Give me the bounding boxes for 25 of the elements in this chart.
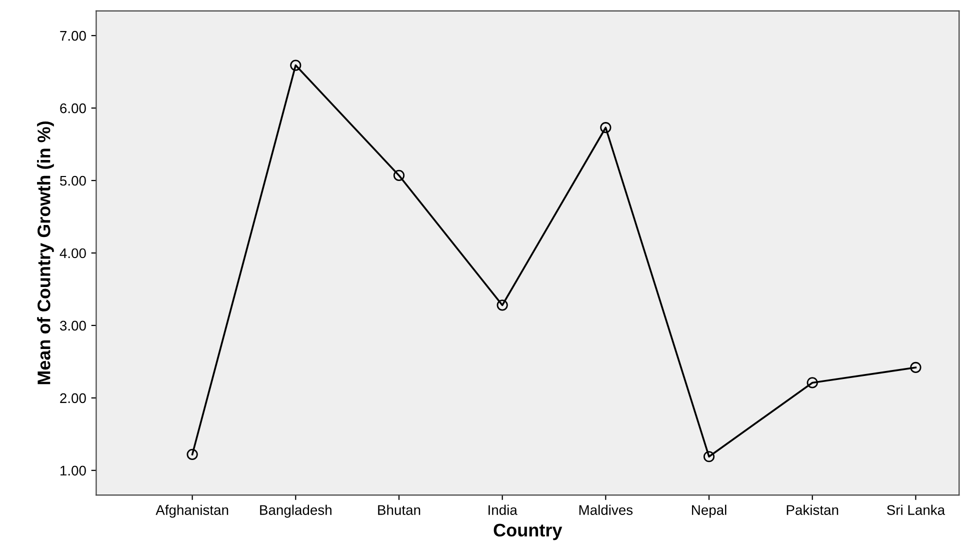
point [703, 451, 715, 462]
x-tick-label: Pakistan [786, 504, 838, 515]
point [910, 362, 922, 374]
y-axis-title: Mean of Country Growth (in %) [37, 121, 54, 384]
y-tick-label: 5.00 [60, 176, 86, 186]
y-tick-label: 4.00 [60, 248, 86, 258]
point [600, 122, 612, 134]
x-tick-label: Afghanistan [156, 504, 228, 518]
y-tick-label: 2.00 [60, 393, 86, 404]
x-tick-label: Nepal [692, 504, 726, 518]
y-tick-label: 6.00 [60, 103, 86, 114]
y-tick-label: 3.00 [60, 320, 86, 331]
point [393, 170, 405, 181]
y-tick-label: 7.00 [60, 30, 86, 41]
x-tick-label: Bhutan [378, 504, 420, 515]
x-tick-label: Maldives [579, 504, 633, 515]
x-tick-label: Sri Lanka [887, 504, 946, 515]
x-tick-label: India [488, 504, 518, 515]
point [806, 377, 818, 388]
point [496, 300, 508, 311]
x-axis-title: Country [494, 524, 562, 540]
y-tick-label: 1.00 [60, 466, 86, 476]
point [186, 448, 198, 460]
point [290, 60, 302, 71]
x-tick-label: Bangladesh [260, 504, 332, 518]
